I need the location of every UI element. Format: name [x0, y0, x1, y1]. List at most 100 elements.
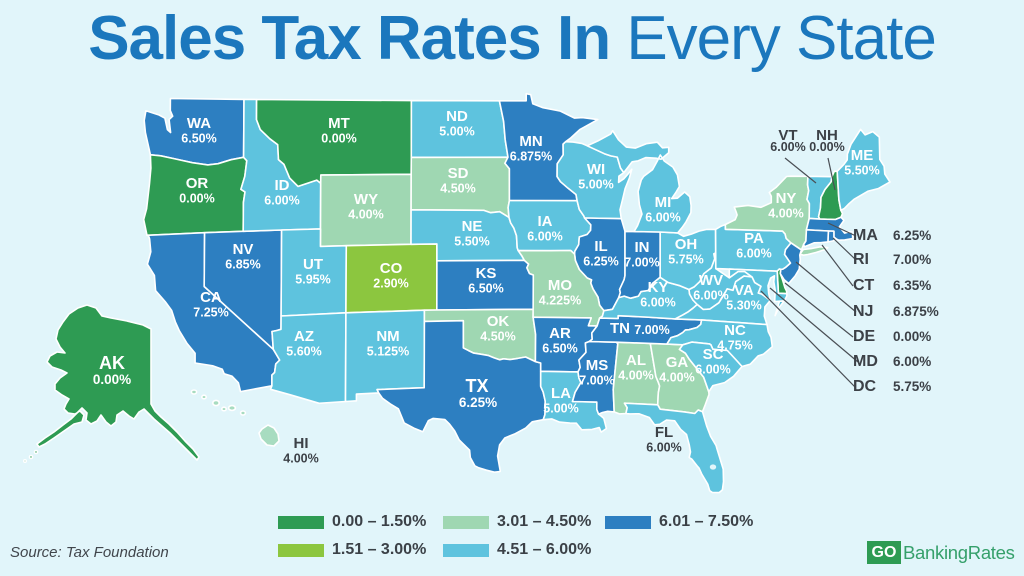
- svg-text:ND: ND: [446, 108, 468, 125]
- svg-text:SD: SD: [448, 165, 469, 182]
- svg-text:6.50%: 6.50%: [181, 132, 216, 146]
- svg-text:4.00%: 4.00%: [283, 452, 318, 466]
- svg-text:RI: RI: [853, 251, 869, 268]
- svg-text:SC: SC: [703, 346, 724, 363]
- svg-text:6.00%: 6.00%: [646, 441, 681, 455]
- svg-text:MO: MO: [548, 277, 572, 294]
- svg-text:6.00%: 6.00%: [640, 296, 675, 310]
- svg-text:GA: GA: [666, 354, 689, 371]
- svg-text:6.35%: 6.35%: [893, 278, 931, 293]
- svg-text:6.25%: 6.25%: [459, 395, 497, 410]
- svg-text:4.00%: 4.00%: [348, 208, 383, 222]
- svg-text:5.50%: 5.50%: [454, 235, 489, 249]
- svg-text:VT: VT: [778, 127, 797, 144]
- svg-text:NM: NM: [376, 328, 399, 345]
- svg-text:AK: AK: [99, 353, 125, 373]
- svg-text:6.00%: 6.00%: [693, 289, 728, 303]
- svg-text:5.00%: 5.00%: [439, 125, 474, 139]
- svg-text:7.00%: 7.00%: [634, 323, 669, 337]
- svg-text:UT: UT: [303, 256, 323, 273]
- svg-text:5.125%: 5.125%: [367, 345, 409, 359]
- svg-text:NV: NV: [233, 241, 254, 258]
- svg-text:0.00%: 0.00%: [93, 372, 131, 387]
- svg-text:OR: OR: [186, 175, 209, 192]
- svg-text:4.00%: 4.00%: [618, 369, 653, 383]
- svg-text:6.875%: 6.875%: [893, 304, 939, 319]
- svg-text:6.50%: 6.50%: [468, 282, 503, 296]
- svg-text:5.00%: 5.00%: [578, 178, 613, 192]
- svg-text:7.00%: 7.00%: [624, 256, 659, 270]
- svg-text:AL: AL: [626, 352, 646, 369]
- svg-text:OK: OK: [487, 313, 510, 330]
- svg-text:MA: MA: [853, 227, 878, 244]
- svg-text:6.00%: 6.00%: [893, 354, 931, 369]
- svg-text:7.25%: 7.25%: [193, 306, 228, 320]
- svg-text:0.00%: 0.00%: [809, 140, 844, 154]
- svg-text:6.85%: 6.85%: [225, 258, 260, 272]
- svg-text:KY: KY: [648, 279, 669, 296]
- svg-text:5.95%: 5.95%: [295, 273, 330, 287]
- svg-text:6.00%: 6.00%: [770, 140, 805, 154]
- svg-text:2.90%: 2.90%: [373, 277, 408, 291]
- svg-text:4.50%: 4.50%: [480, 330, 515, 344]
- svg-text:5.30%: 5.30%: [726, 299, 761, 313]
- svg-text:DE: DE: [853, 328, 876, 345]
- svg-text:LA: LA: [551, 385, 571, 402]
- svg-text:WI: WI: [587, 161, 605, 178]
- svg-text:5.75%: 5.75%: [668, 253, 703, 267]
- svg-text:6.00%: 6.00%: [736, 247, 771, 261]
- svg-text:ME: ME: [851, 147, 874, 164]
- svg-text:6.875%: 6.875%: [510, 150, 552, 164]
- svg-text:4.75%: 4.75%: [717, 339, 752, 353]
- svg-text:NJ: NJ: [853, 303, 873, 320]
- svg-text:0.00%: 0.00%: [321, 132, 356, 146]
- svg-text:HI: HI: [294, 435, 309, 452]
- svg-text:PA: PA: [744, 230, 764, 247]
- svg-text:WA: WA: [187, 115, 211, 132]
- svg-text:5.75%: 5.75%: [893, 379, 931, 394]
- svg-text:MS: MS: [586, 357, 609, 374]
- svg-text:4.00%: 4.00%: [659, 371, 694, 385]
- svg-text:VA: VA: [734, 282, 754, 299]
- svg-text:6.00%: 6.00%: [645, 211, 680, 225]
- svg-text:4.225%: 4.225%: [539, 294, 581, 308]
- svg-text:NE: NE: [462, 218, 483, 235]
- svg-text:7.00%: 7.00%: [893, 252, 931, 267]
- svg-text:NH: NH: [816, 127, 838, 144]
- svg-text:WY: WY: [354, 191, 378, 208]
- svg-text:5.00%: 5.00%: [543, 402, 578, 416]
- svg-text:7.00%: 7.00%: [579, 374, 614, 388]
- svg-text:CA: CA: [200, 289, 222, 306]
- svg-text:MI: MI: [655, 194, 672, 211]
- svg-text:6.25%: 6.25%: [893, 228, 931, 243]
- svg-text:IL: IL: [594, 238, 607, 255]
- svg-text:AZ: AZ: [294, 328, 314, 345]
- svg-text:5.50%: 5.50%: [844, 164, 879, 178]
- svg-text:FL: FL: [655, 424, 673, 441]
- svg-text:TX: TX: [465, 376, 488, 396]
- svg-text:NC: NC: [724, 322, 746, 339]
- svg-text:4.50%: 4.50%: [440, 182, 475, 196]
- svg-text:WV: WV: [699, 272, 723, 289]
- svg-text:6.00%: 6.00%: [695, 363, 730, 377]
- svg-text:CT: CT: [853, 277, 875, 294]
- svg-text:NY: NY: [776, 190, 797, 207]
- svg-text:6.00%: 6.00%: [264, 194, 299, 208]
- svg-text:AR: AR: [549, 325, 571, 342]
- svg-text:IN: IN: [635, 239, 650, 256]
- svg-text:ID: ID: [275, 177, 290, 194]
- svg-text:OH: OH: [675, 236, 698, 253]
- svg-text:MN: MN: [519, 133, 542, 150]
- svg-text:6.50%: 6.50%: [542, 342, 577, 356]
- svg-text:CO: CO: [380, 260, 403, 277]
- svg-text:DC: DC: [853, 378, 877, 395]
- svg-text:IA: IA: [538, 213, 553, 230]
- svg-text:0.00%: 0.00%: [179, 192, 214, 206]
- svg-text:5.60%: 5.60%: [286, 345, 321, 359]
- svg-text:KS: KS: [476, 265, 497, 282]
- svg-text:6.25%: 6.25%: [583, 255, 618, 269]
- svg-text:4.00%: 4.00%: [768, 207, 803, 221]
- svg-text:TN: TN: [610, 320, 630, 337]
- svg-text:MD: MD: [853, 353, 878, 370]
- svg-text:6.00%: 6.00%: [527, 230, 562, 244]
